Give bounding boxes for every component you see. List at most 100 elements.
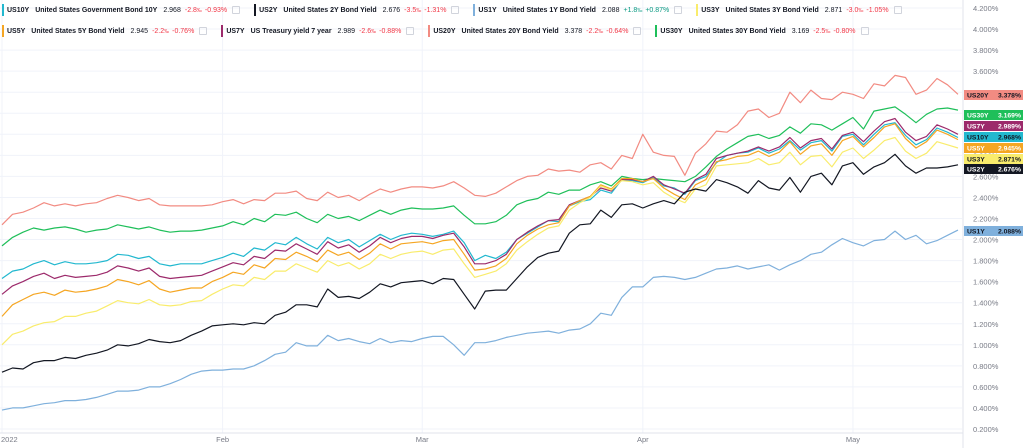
legend-change-percent: -0.80% — [833, 27, 856, 35]
flag-icon[interactable] — [633, 27, 642, 35]
legend-item-us3y[interactable]: US3Y United States 3Y Bond Yield 2.871 -3.0… — [696, 3, 902, 17]
price-label-symbol: US7Y — [967, 124, 985, 131]
flag-icon[interactable] — [406, 27, 415, 35]
legend-item-us30y[interactable]: US30Y United States 30Y Bond Yield 3.169 -2… — [655, 24, 869, 38]
legend-color-swatch — [655, 25, 658, 37]
legend-change: -2.8‰ — [184, 6, 202, 14]
legend-description: United States 1Y Bond Yield — [502, 6, 596, 14]
legend-symbol: US1Y — [478, 6, 497, 14]
x-tick-label: Mar — [416, 435, 429, 444]
price-label-us30y: US30Y 3.169% — [964, 110, 1023, 120]
price-label-bg — [964, 121, 1023, 131]
price-label-us20y: US20Y 3.378% — [964, 90, 1023, 100]
series-line-us1y[interactable] — [1, 229, 959, 411]
legend-item-us1y[interactable]: US1Y United States 1Y Bond Yield 2.088 +1.8… — [473, 3, 683, 17]
price-axis: 4.200%4.000%3.800%3.600%3.400%3.200%3.00… — [962, 0, 999, 448]
legend-description: United States 2Y Bond Yield — [283, 6, 377, 14]
price-label-us5y: US5Y 2.945% — [964, 143, 1023, 153]
flag-icon[interactable] — [860, 27, 869, 35]
legend-item-us7y[interactable]: US7Y US Treasury yield 7 year 2.989 -2.6‰ -0… — [221, 24, 415, 38]
y-tick-label: 0.800% — [973, 362, 999, 371]
flag-icon[interactable] — [451, 6, 460, 14]
price-labels: US20Y 3.378% US30Y 3.169% US7Y 2.989% US10Y 2.9… — [964, 90, 1023, 236]
legend-change: +1.8‰ — [623, 6, 643, 14]
legend-value: 3.378 — [564, 27, 583, 35]
legend-value: 2.945 — [130, 27, 149, 35]
legend-symbol: US30Y — [660, 27, 683, 35]
price-label-value: 2.871% — [998, 157, 1021, 164]
legend-item-us5y[interactable]: US5Y United States 5Y Bond Yield 2.945 -2.2… — [2, 24, 208, 38]
flag-icon[interactable] — [199, 27, 208, 35]
legend-change-percent: -0.64% — [606, 27, 629, 35]
price-label-symbol: US5Y — [967, 146, 985, 153]
legend-color-swatch — [221, 25, 224, 37]
price-label-symbol: US30Y — [967, 113, 989, 120]
y-tick-label: 1.400% — [973, 299, 999, 308]
price-label-bg — [964, 110, 1023, 120]
time-axis: 2022 Feb Mar Apr May — [0, 432, 963, 444]
legend-symbol: US7Y — [226, 27, 245, 35]
x-tick-label: May — [846, 435, 860, 444]
y-tick-label: 3.800% — [973, 46, 999, 55]
flag-icon[interactable] — [674, 6, 683, 14]
legend-item-us2y[interactable]: US2Y United States 2Y Bond Yield 2.676 -3.5… — [254, 3, 460, 17]
price-label-symbol: US10Y — [967, 135, 989, 142]
price-label-value: 2.676% — [998, 167, 1021, 174]
legend-change-percent: -1.05% — [866, 6, 889, 14]
y-tick-label: 0.200% — [973, 425, 999, 434]
y-tick-label: 2.200% — [973, 215, 999, 224]
legend-description: US Treasury yield 7 year — [250, 27, 332, 35]
price-label-us3y: US3Y 2.871% — [964, 154, 1023, 164]
flag-icon[interactable] — [232, 6, 241, 14]
legend-item-us10y[interactable]: US10Y United States Government Bond 10Y 2.… — [2, 3, 241, 17]
price-label-value: 3.378% — [998, 93, 1021, 100]
price-label-value: 2.945% — [998, 146, 1021, 153]
flag-icon[interactable] — [893, 6, 902, 14]
legend-value: 2.989 — [337, 27, 356, 35]
price-label-bg — [964, 164, 1023, 174]
legend-description: United States 5Y Bond Yield — [31, 27, 125, 35]
price-label-symbol: US1Y — [967, 229, 985, 236]
legend-value: 2.968 — [163, 6, 181, 14]
price-label-bg — [964, 143, 1023, 153]
series-line-us5y[interactable] — [1, 123, 959, 317]
legend-item-us20y[interactable]: US20Y United States 20Y Bond Yield 3.378 -2… — [428, 24, 642, 38]
legend-change-percent: -1.31% — [424, 6, 447, 14]
y-tick-label: 4.000% — [973, 25, 999, 34]
series-line-us3y[interactable] — [1, 136, 959, 346]
price-label-value: 2.088% — [998, 229, 1021, 236]
y-tick-label: 1.800% — [973, 257, 999, 266]
chart-grid — [0, 0, 962, 433]
legend-change-percent: -0.88% — [379, 27, 402, 35]
y-tick-label: 2.400% — [973, 193, 999, 202]
legend-description: United States 20Y Bond Yield — [461, 27, 559, 35]
price-label-symbol: US2Y — [967, 167, 985, 174]
series-line-us10y[interactable] — [1, 122, 959, 279]
legend-value: 2.676 — [382, 6, 401, 14]
price-label-bg — [964, 132, 1023, 142]
series-line-us7y[interactable] — [1, 117, 959, 295]
price-label-us2y: US2Y 2.676% — [964, 164, 1023, 174]
legend-color-swatch — [254, 4, 257, 16]
legend-description: United States 30Y Bond Yield — [688, 27, 786, 35]
price-label-bg — [964, 90, 1023, 100]
legend-change: -2.6‰ — [359, 27, 377, 35]
legend-symbol: US3Y — [701, 6, 720, 14]
y-tick-label: 1.200% — [973, 320, 999, 329]
legend-change: -2.2‰ — [586, 27, 604, 35]
series-line-us2y[interactable] — [1, 153, 959, 373]
series-line-us30y[interactable] — [1, 106, 959, 247]
price-label-value: 3.169% — [998, 113, 1021, 120]
legend-change: -2.5‰ — [813, 27, 831, 35]
legend-value: 2.088 — [601, 6, 620, 14]
legend-description: United States 3Y Bond Yield — [725, 6, 819, 14]
legend-symbol: US20Y — [433, 27, 456, 35]
legend-row-1: US10Y United States Government Bond 10Y 2.… — [2, 3, 916, 17]
series-lines — [1, 74, 959, 411]
series-line-us20y[interactable] — [1, 74, 959, 226]
price-label-value: 2.968% — [998, 135, 1021, 142]
legend-color-swatch — [473, 4, 476, 16]
x-tick-label: 2022 — [1, 435, 18, 444]
y-tick-label: 2.000% — [973, 236, 999, 245]
